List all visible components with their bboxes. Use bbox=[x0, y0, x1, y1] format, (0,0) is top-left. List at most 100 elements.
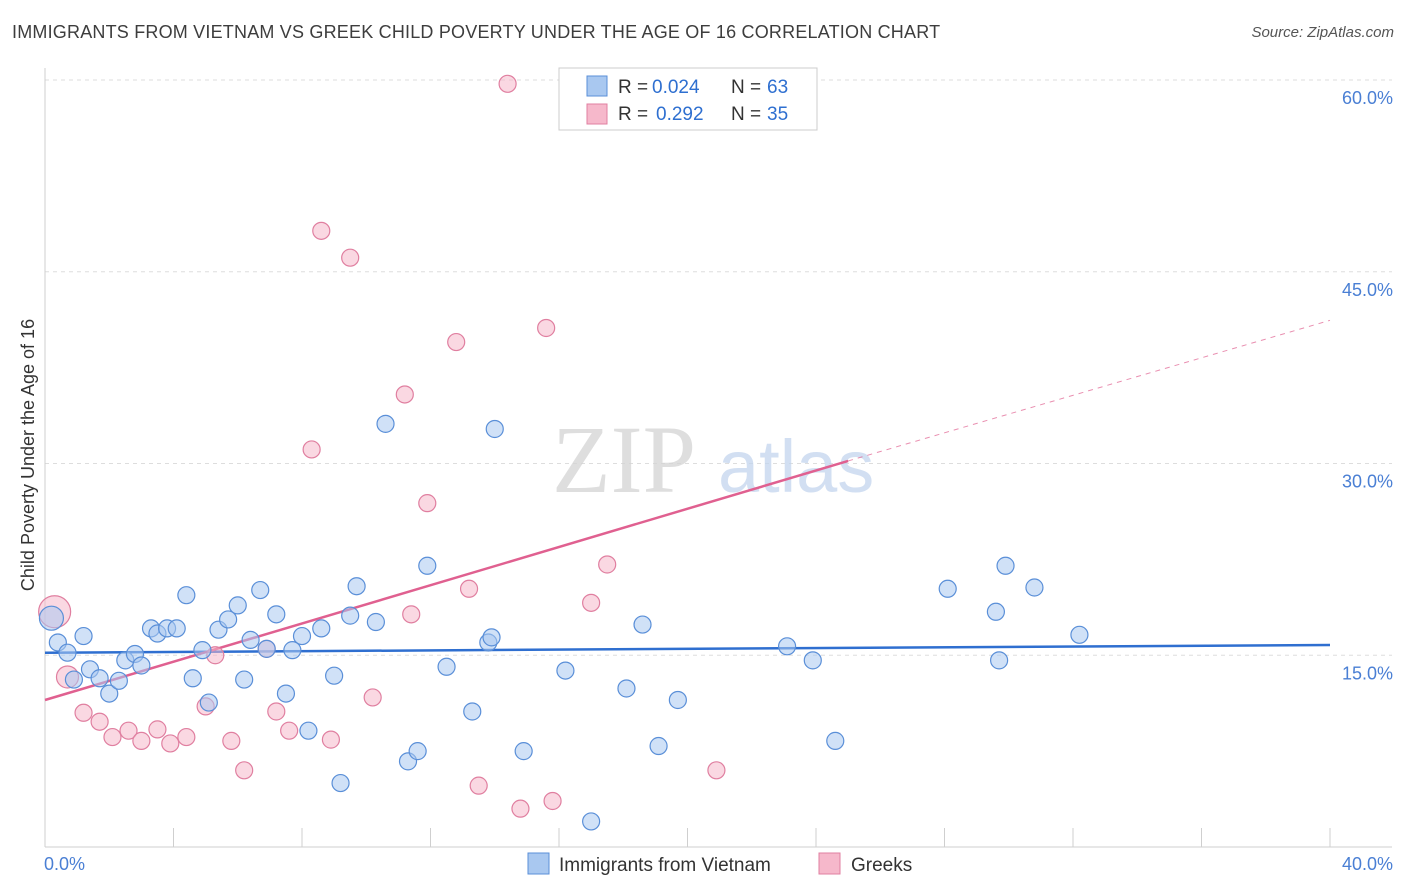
data-point-vietnam bbox=[276, 684, 296, 703]
series-legend: Immigrants from Vietnam Greeks bbox=[527, 852, 912, 876]
data-point-greeks bbox=[103, 727, 122, 747]
data-point-vietnam bbox=[132, 656, 151, 675]
data-point-vietnam bbox=[235, 670, 254, 689]
data-point-greeks bbox=[707, 761, 726, 780]
watermark: ZIP atlas bbox=[552, 406, 874, 513]
data-point-greeks bbox=[267, 702, 286, 721]
data-point-vietnam bbox=[777, 637, 797, 656]
data-point-vietnam bbox=[990, 651, 1009, 670]
series-vietnam-points bbox=[38, 414, 1089, 831]
legend-n-value-greeks: 35 bbox=[767, 104, 788, 125]
data-point-vietnam bbox=[325, 666, 344, 685]
data-point-greeks bbox=[469, 776, 488, 795]
legend-r-label-greeks: R = bbox=[618, 104, 653, 125]
x-tick-label-min: 0.0% bbox=[44, 854, 85, 874]
x-tick-labels: 0.0% 40.0% bbox=[44, 854, 1393, 874]
data-point-greeks bbox=[280, 721, 299, 740]
data-point-greeks bbox=[402, 605, 421, 624]
data-point-vietnam bbox=[463, 702, 482, 721]
data-point-greeks bbox=[395, 385, 414, 404]
data-point-greeks bbox=[498, 74, 517, 93]
axes bbox=[44, 68, 1392, 848]
data-point-greeks bbox=[222, 731, 241, 750]
data-point-vietnam bbox=[668, 690, 687, 710]
data-point-greeks bbox=[177, 727, 196, 747]
trend-line-greeks bbox=[44, 459, 849, 702]
data-point-vietnam bbox=[183, 669, 202, 688]
data-point-greeks bbox=[543, 791, 562, 811]
data-point-vietnam bbox=[1070, 625, 1089, 644]
legend-n-value-vietnam: 63 bbox=[767, 77, 788, 98]
data-point-greeks bbox=[321, 730, 341, 749]
data-point-vietnam bbox=[633, 615, 652, 634]
y-tick-label: 15.0% bbox=[1342, 663, 1393, 683]
data-point-greeks bbox=[74, 703, 93, 722]
data-point-vietnam bbox=[582, 812, 601, 831]
bottom-legend-label-greeks: Greeks bbox=[851, 855, 912, 876]
data-point-vietnam bbox=[177, 586, 196, 605]
data-point-vietnam bbox=[617, 679, 636, 698]
data-point-vietnam bbox=[938, 579, 957, 598]
data-point-vietnam bbox=[312, 619, 331, 638]
data-point-vietnam bbox=[376, 414, 395, 433]
data-point-greeks bbox=[447, 332, 466, 352]
data-point-greeks bbox=[418, 494, 437, 513]
data-point-vietnam bbox=[556, 661, 575, 680]
data-point-greeks bbox=[598, 555, 617, 574]
data-point-greeks bbox=[341, 248, 360, 267]
data-point-vietnam bbox=[986, 602, 1006, 621]
data-point-vietnam bbox=[267, 605, 286, 624]
data-point-vietnam bbox=[347, 577, 366, 596]
data-point-vietnam bbox=[996, 556, 1015, 575]
legend-n-label-vietnam: N = bbox=[731, 77, 766, 98]
y-tick-labels: 15.0% 30.0% 45.0% 60.0% bbox=[1342, 88, 1393, 683]
source-credit: Source: ZipAtlas.com bbox=[1251, 24, 1394, 41]
data-point-vietnam bbox=[251, 580, 270, 600]
data-point-vietnam bbox=[38, 605, 65, 631]
data-point-vietnam bbox=[199, 693, 218, 712]
y-tick-label: 45.0% bbox=[1342, 280, 1393, 300]
data-point-vietnam bbox=[299, 721, 318, 740]
watermark-atlas: atlas bbox=[718, 425, 874, 508]
data-point-vietnam bbox=[366, 612, 385, 632]
data-point-vietnam bbox=[292, 626, 312, 646]
trend-line-vietnam bbox=[44, 643, 1331, 654]
bottom-legend-swatch-vietnam bbox=[527, 852, 550, 875]
bottom-legend-swatch-greeks bbox=[818, 852, 841, 875]
data-point-vietnam bbox=[219, 610, 238, 629]
data-point-greeks bbox=[119, 721, 138, 740]
data-point-greeks bbox=[582, 593, 601, 612]
data-point-greeks bbox=[312, 221, 331, 240]
data-point-vietnam bbox=[58, 643, 77, 662]
data-point-vietnam bbox=[514, 742, 533, 761]
data-point-vietnam bbox=[1025, 578, 1044, 597]
data-point-vietnam bbox=[408, 742, 427, 761]
data-point-vietnam bbox=[283, 641, 302, 660]
data-point-vietnam bbox=[418, 556, 437, 575]
legend-swatch-vietnam bbox=[586, 75, 608, 97]
data-point-vietnam bbox=[257, 639, 276, 658]
legend-swatch-greeks bbox=[586, 103, 608, 125]
data-point-vietnam bbox=[649, 736, 668, 756]
data-point-vietnam bbox=[228, 596, 247, 615]
data-point-vietnam bbox=[64, 670, 84, 689]
grid-lines bbox=[45, 79, 1392, 656]
chart-title: IMMIGRANTS FROM VIETNAM VS GREEK CHILD P… bbox=[12, 22, 941, 42]
data-point-vietnam bbox=[437, 657, 456, 676]
x-tick-label-max: 40.0% bbox=[1342, 854, 1393, 874]
correlation-legend: R = 0.024 N = 63 R = 0.292 N = 35 bbox=[558, 67, 818, 131]
data-point-greeks bbox=[161, 734, 180, 753]
legend-r-value-greeks: 0.292 bbox=[656, 104, 704, 125]
data-point-greeks bbox=[511, 799, 530, 818]
watermark-zip: ZIP bbox=[552, 406, 696, 513]
data-point-greeks bbox=[459, 579, 479, 598]
data-point-greeks bbox=[235, 761, 254, 780]
data-point-vietnam bbox=[482, 628, 501, 647]
trend-line-greeks-extension bbox=[847, 319, 1331, 462]
data-point-greeks bbox=[363, 688, 382, 707]
y-tick-label: 60.0% bbox=[1342, 88, 1393, 108]
data-point-vietnam bbox=[90, 669, 109, 688]
data-point-greeks bbox=[148, 720, 167, 739]
data-point-greeks bbox=[302, 440, 321, 459]
